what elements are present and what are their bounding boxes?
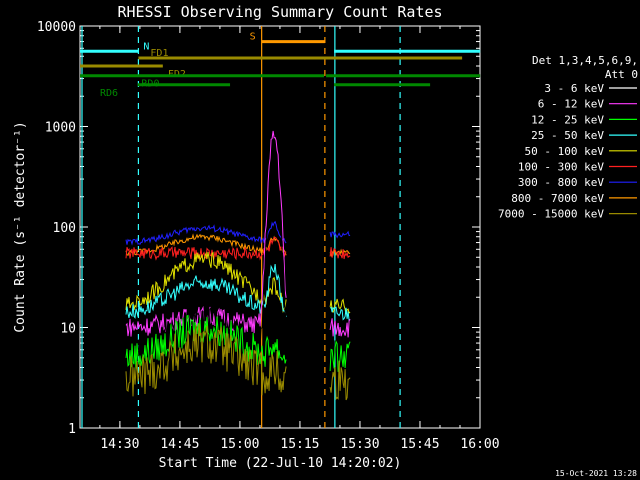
legend-entry-label: 300 - 800 keV	[518, 176, 604, 189]
x-tick-label: 14:45	[160, 437, 199, 452]
x-tick-label: 15:45	[400, 437, 439, 452]
series-line	[329, 247, 351, 260]
flag-label: FD1	[150, 48, 168, 59]
series-line	[125, 161, 287, 361]
series-line	[329, 360, 351, 401]
y-tick-label: 10000	[37, 20, 76, 35]
series-line	[125, 130, 287, 337]
series-line	[329, 306, 351, 322]
series-line	[329, 340, 351, 372]
series-line	[329, 230, 351, 239]
legend-entry-label: 7000 - 15000 keV	[498, 208, 604, 221]
legend-entry-label: 3 - 6 keV	[544, 82, 604, 95]
legend-header: Det 1,3,4,5,6,9,	[532, 54, 638, 67]
series-line	[125, 264, 287, 319]
timestamp: 15-Oct-2021 13:28	[555, 469, 637, 478]
y-tick-label: 1	[68, 422, 76, 437]
legend-entry-label: 25 - 50 keV	[531, 129, 604, 142]
flag-label: S	[250, 32, 256, 43]
legend-entry-label: 12 - 25 keV	[531, 113, 604, 126]
legend: Det 1,3,4,5,6,9,Att 03 - 6 keV 6 - 12 keV…	[498, 54, 638, 221]
x-tick-label: 15:30	[340, 437, 379, 452]
y-tick-label: 1000	[45, 121, 76, 136]
x-tick-label: 15:15	[280, 437, 319, 452]
chart-title: RHESSI Observing Summary Count Rates	[117, 3, 442, 21]
series-line	[125, 323, 287, 397]
flag-label: RD6	[100, 88, 118, 99]
legend-entry-label: 100 - 300 keV	[518, 161, 604, 174]
x-tick-label: 15:00	[220, 437, 259, 452]
y-tick-label: 10	[60, 322, 76, 337]
flag-label: N	[143, 41, 149, 52]
legend-entry-label: 6 - 12 keV	[538, 98, 605, 111]
series-line	[125, 220, 287, 246]
x-axis-label: Start Time (22-Jul-10 14:20:02)	[159, 456, 402, 471]
legend-entry-label: 800 - 7000 keV	[511, 192, 604, 205]
plot-area: 14:30 14:45 15:00 15:15 15:30 15:45 16:00 1 10 10…	[37, 20, 500, 452]
legend-header: Att 0	[605, 68, 638, 81]
legend-entry-label: 50 - 100 keV	[525, 145, 605, 158]
series-line	[329, 318, 351, 338]
y-axis-label: Count Rate (s⁻¹ detector⁻¹)	[13, 121, 28, 332]
y-tick-label: 100	[53, 221, 76, 236]
series-line	[125, 251, 287, 314]
x-tick-label: 14:30	[100, 437, 139, 452]
x-tick-label: 16:00	[460, 437, 499, 452]
series-line	[125, 236, 287, 261]
